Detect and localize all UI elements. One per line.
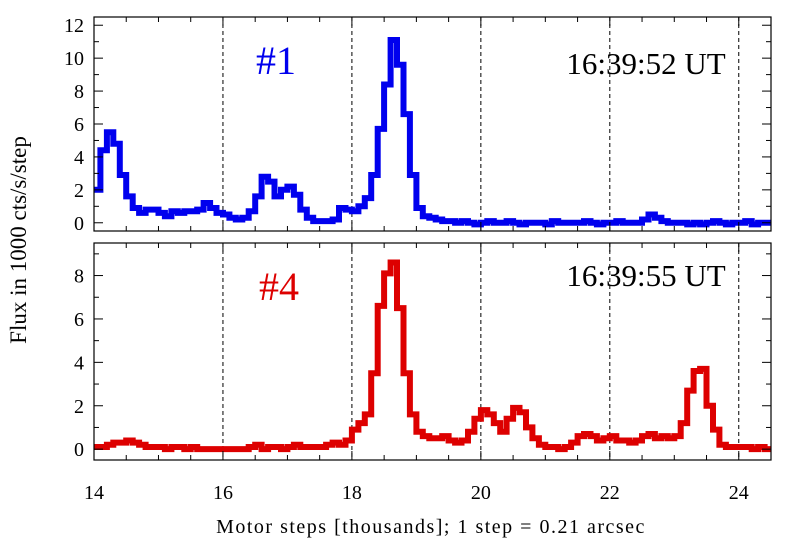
bottom-panel-gridlines — [222, 243, 740, 460]
top-y-tick-label: 4 — [74, 147, 84, 169]
bottom-panel-axes: 0 2 4 6 8 — [74, 242, 772, 461]
bottom-panel-series — [94, 259, 771, 453]
x-tick-label: 22 — [600, 482, 620, 504]
x-tick-label: 14 — [84, 482, 104, 504]
top-panel: 0 2 4 6 8 10 12 #1 16:39:52 UT — [64, 15, 772, 235]
bottom-axes-frame — [93, 242, 772, 461]
x-tick-label: 24 — [729, 482, 749, 504]
top-y-tick-label: 0 — [74, 213, 84, 235]
y-axis-title: Flux in 1000 cts/s/step — [6, 136, 31, 344]
top-panel-series — [94, 37, 771, 228]
top-panel-time-label: 16:39:52 UT — [566, 46, 725, 81]
bottom-panel-id-label: #4 — [259, 264, 299, 309]
bottom-y-tick-label: 2 — [74, 396, 84, 418]
bottom-y-tick-label: 4 — [74, 352, 84, 374]
x-tick-label: 20 — [471, 482, 491, 504]
x-axis-title: Motor steps [thousands]; 1 step = 0.21 a… — [216, 516, 646, 538]
x-tick-label: 16 — [213, 482, 233, 504]
bottom-y-tick-label: 0 — [74, 439, 84, 461]
x-tick-labels: 14 16 18 20 22 24 — [84, 482, 749, 504]
top-panel-id-label: #1 — [256, 38, 296, 83]
top-y-tick-label: 8 — [74, 81, 84, 103]
bottom-series-line — [94, 259, 771, 453]
top-y-tick-label: 12 — [64, 15, 84, 37]
bottom-panel-time-label: 16:39:55 UT — [566, 258, 725, 293]
bottom-panel: 0 2 4 6 8 #4 16:39:55 UT — [74, 242, 772, 461]
top-y-tick-label: 10 — [64, 48, 84, 70]
top-panel-gridlines — [222, 17, 740, 231]
bottom-y-tick-label: 6 — [74, 309, 84, 331]
bottom-y-tick-label: 8 — [74, 266, 84, 288]
x-tick-label: 18 — [342, 482, 362, 504]
top-panel-axes: 0 2 4 6 8 10 12 — [64, 15, 772, 235]
top-series-line — [94, 37, 771, 228]
top-y-tick-label: 6 — [74, 114, 84, 136]
top-y-tick-label: 2 — [74, 180, 84, 202]
